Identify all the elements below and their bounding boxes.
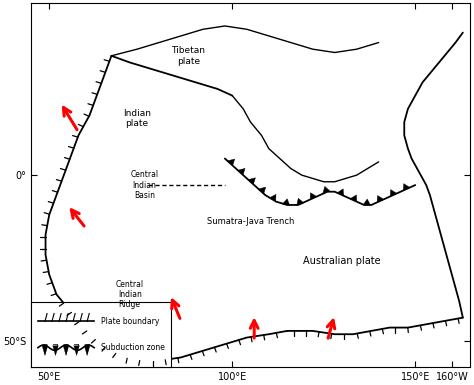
Polygon shape (377, 196, 384, 202)
Text: Central
Indian
Ridge: Central Indian Ridge (116, 280, 144, 309)
Polygon shape (363, 199, 371, 205)
Polygon shape (248, 178, 255, 184)
Text: Indian
plate: Indian plate (123, 109, 151, 129)
Polygon shape (238, 168, 245, 175)
Polygon shape (350, 195, 357, 202)
Polygon shape (297, 198, 304, 205)
Text: Sumatra-Java Trench: Sumatra-Java Trench (207, 217, 294, 226)
Polygon shape (390, 189, 397, 196)
Polygon shape (310, 192, 317, 199)
Text: Australian plate: Australian plate (303, 256, 381, 266)
Polygon shape (228, 159, 235, 166)
Polygon shape (323, 186, 330, 193)
Text: Central
Indian
Basin: Central Indian Basin (130, 170, 158, 200)
Polygon shape (269, 194, 276, 201)
Polygon shape (258, 187, 266, 194)
Polygon shape (283, 199, 290, 205)
Text: Tibetan
plate: Tibetan plate (171, 46, 205, 65)
Polygon shape (337, 189, 344, 196)
Polygon shape (403, 184, 410, 191)
